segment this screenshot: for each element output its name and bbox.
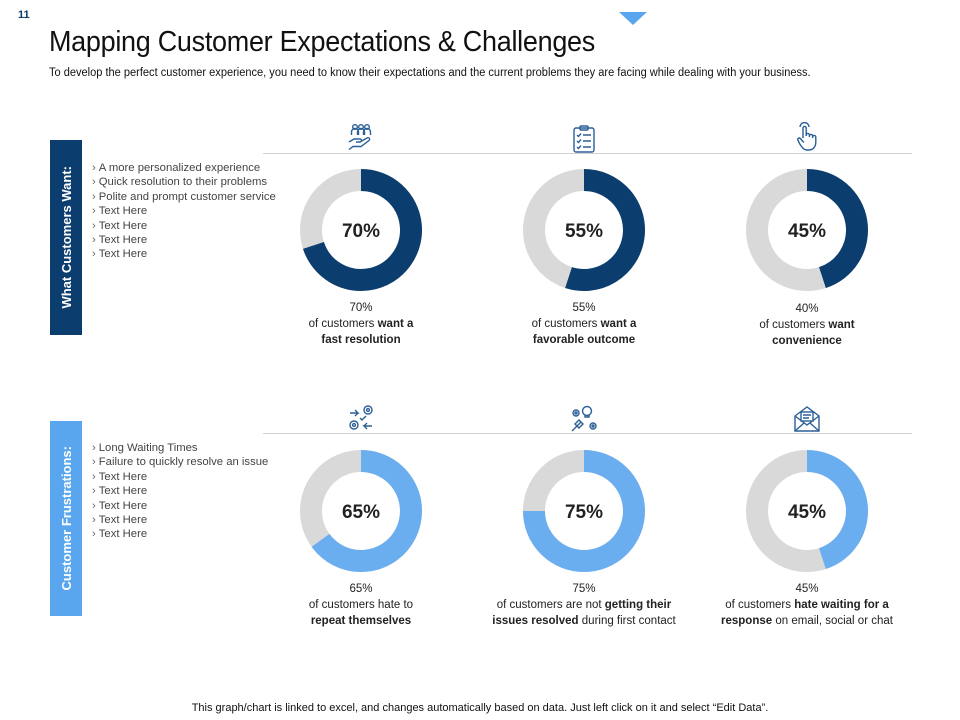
- donut-center-label: 45%: [788, 221, 826, 242]
- donut-chart-1: 70%: [300, 169, 422, 291]
- donut-value-arc: [523, 450, 645, 572]
- caption-2: 55% of customers want a favorable outcom…: [531, 302, 637, 346]
- donut-value-arc: [806, 450, 868, 570]
- list-item: › Text Here: [92, 234, 148, 247]
- list-item: › Long Waiting Times: [92, 442, 198, 454]
- list-item: › Polite and prompt customer service: [92, 190, 276, 203]
- list-item: › Text Here: [92, 528, 148, 541]
- donut-chart-4: 65%: [300, 450, 422, 572]
- donut-chart-6: 45%: [746, 450, 868, 572]
- caption-5: 75% of customers are not getting their i…: [492, 583, 676, 627]
- caption-6: 45% of customers hate waiting for a resp…: [721, 583, 893, 627]
- list-item: › Text Here: [92, 499, 148, 512]
- list-item: › Text Here: [92, 248, 148, 261]
- customer-care-hand-icon: [348, 124, 372, 151]
- list-item: › Quick resolution to their problems: [92, 176, 268, 189]
- list-item: › Text Here: [92, 514, 148, 527]
- donut-chart-2: 55%: [523, 169, 645, 291]
- page-subtitle: To develop the perfect customer experien…: [49, 67, 811, 79]
- donut-center-label: 45%: [788, 502, 826, 523]
- list-item: › A more personalized experience: [92, 162, 261, 174]
- donut-center-label: 55%: [565, 221, 603, 242]
- donut-value-arc: [311, 450, 422, 572]
- row-divider-want: [263, 153, 912, 154]
- caption-3: 40% of customers want convenience: [759, 303, 855, 347]
- section-label-want: What Customers Want:: [50, 140, 82, 335]
- page-title: Mapping Customer Expectations & Challeng…: [49, 26, 595, 58]
- caption-4: 65% of customers hate to repeat themselv…: [308, 583, 414, 627]
- list-item: › Text Here: [92, 485, 148, 498]
- pointing-hand-icon: [797, 122, 817, 151]
- process-cycle-icon: [349, 405, 373, 430]
- section-label-frustrations: Customer Frustrations:: [50, 421, 82, 616]
- page-number: 11: [18, 9, 30, 21]
- donut-center-label: 70%: [342, 221, 380, 242]
- list-item: › Text Here: [92, 219, 148, 232]
- donut-value-arc: [302, 169, 422, 291]
- donut-chart-3: 45%: [746, 169, 868, 291]
- list-item: › Text Here: [92, 205, 148, 218]
- want-list: › A more personalized experience › Quick r…: [92, 161, 302, 262]
- footer-note: This graph/chart is linked to excel, and…: [191, 702, 769, 714]
- frustrations-list: › Long Waiting Times › Failure to quickly …: [92, 441, 302, 542]
- list-item: › Failure to quickly resolve an issue: [92, 456, 269, 469]
- donut-value-arc: [806, 169, 868, 289]
- donut-center-label: 65%: [342, 502, 380, 523]
- list-item: › Text Here: [92, 470, 148, 483]
- ideas-gears-icon: [571, 405, 597, 432]
- donut-chart-5: 75%: [523, 450, 645, 572]
- section-marker-triangle: [619, 12, 647, 25]
- checklist-clipboard-icon: [573, 125, 595, 153]
- donut-value-arc: [565, 169, 645, 291]
- donut-center-label: 75%: [565, 502, 603, 523]
- caption-1: 70% of customers want a fast resolution: [308, 302, 414, 346]
- email-envelope-icon: [794, 406, 820, 432]
- row-divider-frustrations: [263, 433, 912, 434]
